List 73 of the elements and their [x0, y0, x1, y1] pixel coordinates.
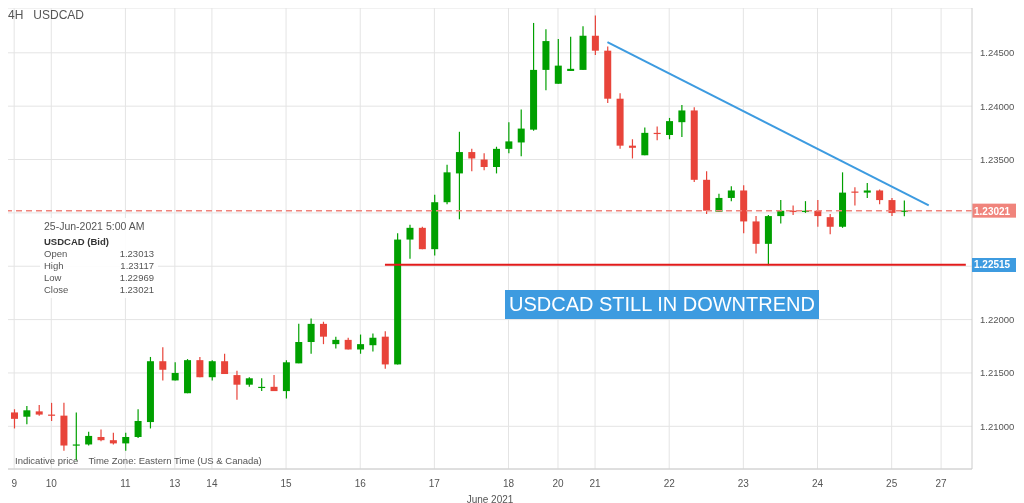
annotation: Open	[44, 248, 68, 260]
candlestick	[777, 199, 785, 225]
x-tick-label: 16	[354, 478, 367, 489]
x-tick-label: 9	[11, 478, 18, 489]
candlestick	[480, 152, 488, 171]
candlestick	[406, 224, 414, 260]
candlestick	[814, 199, 822, 228]
annotation: Time Zone: Eastern Time (US & Canada)	[88, 455, 262, 466]
x-tick-label: 10	[45, 478, 58, 489]
candlestick	[134, 408, 142, 439]
candlestick	[678, 104, 686, 138]
candlestick	[752, 215, 760, 255]
annotation: 1.23021	[119, 284, 154, 296]
annotation: Indicative price	[15, 455, 79, 466]
candlestick	[307, 317, 315, 355]
annotation: Close	[44, 284, 69, 296]
x-tick-label: 23	[737, 478, 750, 489]
candlestick	[505, 121, 513, 154]
ref-line-label: 1.23021	[974, 205, 1011, 217]
candlestick	[715, 193, 723, 213]
candlestick	[628, 138, 636, 160]
x-tick-label: 13	[169, 478, 181, 489]
x-axis-title: June 2021	[466, 494, 514, 503]
y-tick-label: 1.21500	[980, 367, 1015, 379]
annotation: 1.22515	[972, 257, 1016, 272]
candlestick	[11, 408, 18, 430]
x-tick-label: 17	[428, 478, 441, 489]
candlestick	[493, 146, 500, 175]
y-tick-label: 1.24500	[980, 47, 1015, 59]
annotation: USDCAD (Bid)	[44, 236, 110, 248]
candlestick	[554, 38, 562, 85]
x-tick-label: 22	[663, 478, 676, 489]
annotation: 1.23013	[119, 248, 154, 260]
candlestick	[517, 108, 525, 157]
candlestick	[826, 213, 834, 235]
x-tick-label: 11	[120, 478, 132, 489]
candlestick	[23, 405, 31, 425]
candlestick	[159, 346, 167, 382]
x-tick-label: 20	[552, 478, 564, 489]
y-tick-label: 1.21000	[980, 420, 1015, 432]
annotation: High	[44, 260, 64, 272]
candlestick	[468, 148, 476, 172]
annotation: 25-Jun-2021 5:00 AM	[44, 220, 146, 232]
candlestick	[319, 321, 327, 345]
x-tick-label: 21	[589, 478, 602, 489]
x-tick-label: 27	[935, 478, 948, 489]
y-tick-label: 1.24000	[980, 100, 1015, 112]
x-tick-label: 18	[502, 478, 515, 489]
candlestick	[97, 428, 105, 442]
x-tick-label: 15	[280, 478, 293, 489]
candlestick	[666, 117, 674, 140]
chart-subtitle: 4H	[8, 8, 24, 22]
annotation: USDCAD STILL IN DOWNTREND	[505, 290, 819, 319]
annotation: 1.22969	[119, 272, 154, 284]
annotation: Low	[44, 272, 62, 284]
candlestick	[233, 370, 241, 401]
candlestick	[455, 131, 463, 220]
annotation: 1.23117	[120, 260, 154, 272]
candlestick	[208, 359, 216, 382]
candlestick	[270, 374, 278, 392]
candlestick	[641, 126, 649, 156]
candlestick	[591, 14, 599, 56]
candlestick	[295, 323, 303, 364]
chart-title: USDCAD	[33, 8, 85, 22]
candlestick	[122, 432, 130, 452]
x-tick-label: 14	[206, 478, 218, 489]
y-tick-label: 1.22000	[980, 313, 1015, 325]
x-tick-label: 25	[886, 478, 898, 489]
candlestick	[567, 36, 575, 72]
y-tick-label: 1.23500	[980, 153, 1015, 165]
x-tick-label: 24	[811, 478, 824, 489]
candlestick	[357, 333, 365, 355]
candlestick	[369, 332, 377, 353]
